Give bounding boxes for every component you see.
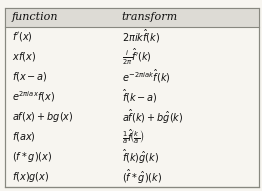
Text: transform: transform [122,12,178,22]
Text: $af(x)+bg(x)$: $af(x)+bg(x)$ [12,110,73,124]
Bar [5,8,259,27]
Text: $f(x-a)$: $f(x-a)$ [12,70,48,83]
Text: $e^{-2\pi iak}\hat{f}(k)$: $e^{-2\pi iak}\hat{f}(k)$ [122,68,171,85]
Text: $xf(x)$: $xf(x)$ [12,50,36,63]
Text: $(\hat{f}*\hat{g})(k)$: $(\hat{f}*\hat{g})(k)$ [122,168,162,186]
Text: $f(ax)$: $f(ax)$ [12,130,36,143]
Text: $\frac{1}{a}\hat{f}\!\left(\frac{k}{a}\right)$: $\frac{1}{a}\hat{f}\!\left(\frac{k}{a}\r… [122,128,144,146]
Text: function: function [12,12,58,22]
Text: $\hat{f}(k-a)$: $\hat{f}(k-a)$ [122,88,157,105]
Text: $\hat{f}(k)\hat{g}(k)$: $\hat{f}(k)\hat{g}(k)$ [122,148,159,166]
Text: $2\pi ik\hat{f}(k)$: $2\pi ik\hat{f}(k)$ [122,28,160,45]
Text: $f(x)g(x)$: $f(x)g(x)$ [12,170,49,184]
Text: $a\hat{f}(k)+b\hat{g}(k)$: $a\hat{f}(k)+b\hat{g}(k)$ [122,108,183,126]
Text: $f^{\prime}(x)$: $f^{\prime}(x)$ [12,30,33,43]
Text: $(f*g)(x)$: $(f*g)(x)$ [12,150,52,164]
Text: $e^{2\pi iax}f(x)$: $e^{2\pi iax}f(x)$ [12,89,55,104]
Text: $\frac{i}{2\pi}\hat{f}^{\prime}(k)$: $\frac{i}{2\pi}\hat{f}^{\prime}(k)$ [122,47,152,67]
